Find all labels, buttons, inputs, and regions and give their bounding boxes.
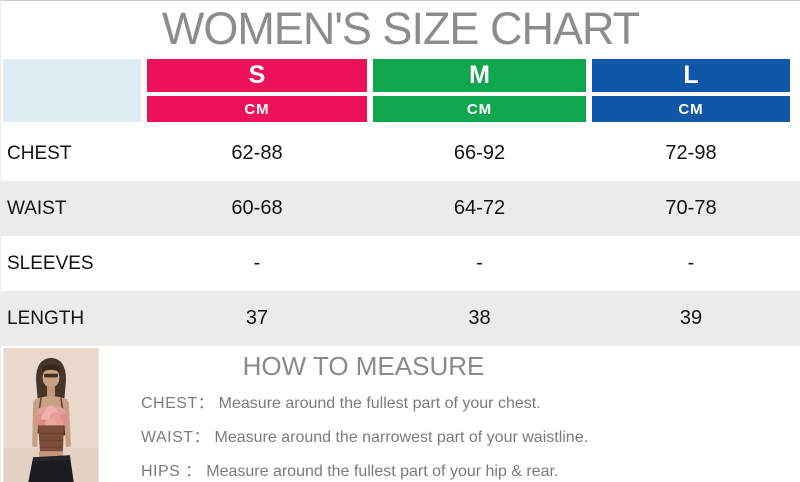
unit-cell-m: CM xyxy=(373,96,586,122)
chest-m-value: 66-92 xyxy=(453,142,506,164)
row-label-chest: CHEST xyxy=(7,142,72,164)
chest-s-value: 62-88 xyxy=(231,142,283,164)
chest-l-value: 72-98 xyxy=(665,142,717,164)
row-label-sleeves: SLEEVES xyxy=(7,252,94,274)
size-header-m: M xyxy=(373,59,586,92)
corner-cell xyxy=(3,59,141,122)
measure-text-hips: Measure around the fullest part of your … xyxy=(201,463,559,480)
table-row-length: LENGTH 37 38 39 xyxy=(1,291,800,346)
how-to-measure-section: HOW TO MEASURE CHEST： Measure around the… xyxy=(1,347,800,482)
measure-item-hips: HIPS ： Measure around the fullest part o… xyxy=(141,455,800,482)
size-header-s: S xyxy=(147,59,367,92)
measure-item-waist: WAIST： Measure around the narrowest part… xyxy=(141,421,800,455)
waist-m-value: 64-72 xyxy=(453,197,506,219)
table-row-waist: WAIST 60-68 64-72 70-78 xyxy=(1,181,800,236)
length-l-value: 39 xyxy=(679,307,703,329)
measure-content: HOW TO MEASURE CHEST： Measure around the… xyxy=(141,347,800,482)
size-header-l: L xyxy=(592,59,790,92)
page-title: WOMEN'S SIZE CHART xyxy=(161,3,640,54)
unit-cell-l: CM xyxy=(592,96,790,122)
table-row-sleeves: SLEEVES - - - xyxy=(1,236,800,291)
row-label-length: LENGTH xyxy=(7,307,85,329)
length-s-value: 37 xyxy=(245,307,269,329)
table-row-chest: CHEST 62-88 66-92 72-98 xyxy=(1,126,800,181)
how-to-measure-title: HOW TO MEASURE xyxy=(242,351,485,381)
sleeves-m-value: - xyxy=(476,252,483,274)
measure-item-chest: CHEST： Measure around the fullest part o… xyxy=(141,387,800,421)
size-header: S M L CM CM CM xyxy=(3,59,790,122)
measure-label-chest: CHEST： xyxy=(141,395,215,412)
row-label-waist: WAIST xyxy=(7,197,67,219)
unit-cell-s: CM xyxy=(147,96,367,122)
waist-s-value: 60-68 xyxy=(231,197,283,219)
measure-list: CHEST： Measure around the fullest part o… xyxy=(141,387,800,482)
measure-label-hips: HIPS ： xyxy=(141,463,202,480)
measure-text-waist: Measure around the narrowest part of you… xyxy=(210,429,589,446)
sleeves-l-value: - xyxy=(687,252,695,274)
length-m-value: 38 xyxy=(468,307,491,329)
measure-label-waist: WAIST： xyxy=(141,429,211,446)
measure-text-chest: Measure around the fullest part of your … xyxy=(214,395,541,412)
waist-l-value: 70-78 xyxy=(665,197,717,219)
product-photo xyxy=(3,348,99,482)
sleeves-s-value: - xyxy=(253,252,261,274)
